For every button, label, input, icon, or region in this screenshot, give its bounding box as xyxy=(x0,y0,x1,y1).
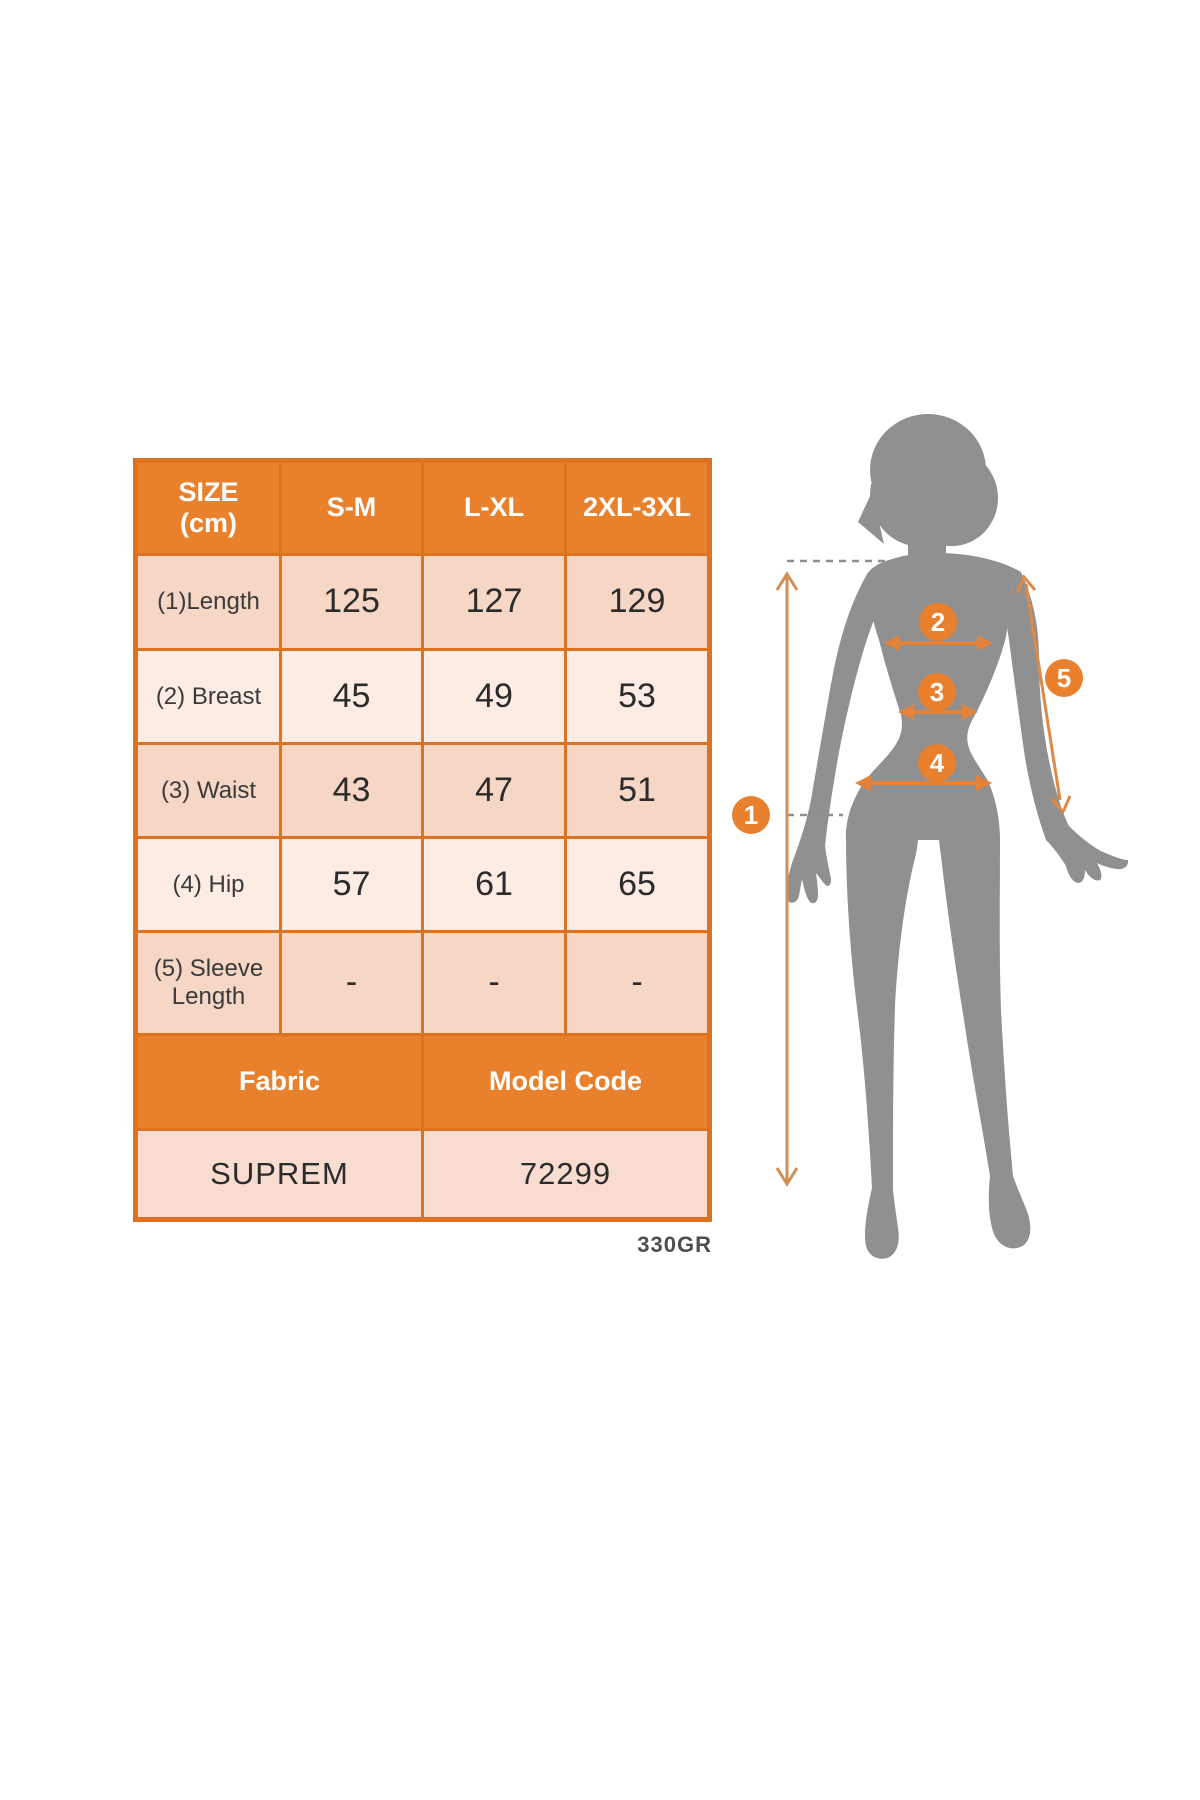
row-label-hip: (4) Hip xyxy=(138,839,279,930)
waist-arrow xyxy=(898,704,978,720)
fabric-value: SUPREM xyxy=(138,1131,421,1217)
measurement-marker-5: 5 xyxy=(1045,659,1083,697)
marker-1-number: 1 xyxy=(743,799,759,830)
corner-unit-label: (cm) xyxy=(179,508,237,538)
body-silhouette xyxy=(785,414,1129,1259)
breast-sm: 45 xyxy=(282,651,421,742)
sleeve-arrow xyxy=(1015,574,1072,815)
column-header-2xl3xl: 2XL-3XL xyxy=(567,463,707,553)
marker-5-number: 5 xyxy=(1056,662,1072,693)
length-sm: 125 xyxy=(282,556,421,648)
row-label-breast: (2) Breast xyxy=(138,651,279,742)
row-label-waist: (3) Waist xyxy=(138,745,279,836)
hip-arrow xyxy=(855,775,992,791)
hip-lxl: 61 xyxy=(424,839,564,930)
measurement-marker-2: 2 xyxy=(919,603,957,641)
weight-note: 330GR xyxy=(637,1232,712,1257)
row-label-sleeve-length: (5) Sleeve Length xyxy=(138,933,279,1033)
hip-2xl3xl: 65 xyxy=(567,839,707,930)
measurement-marker-4: 4 xyxy=(918,744,956,782)
column-header-sm: S-M xyxy=(282,463,421,553)
fabric-header: Fabric xyxy=(138,1036,421,1128)
breast-lxl: 49 xyxy=(424,651,564,742)
measurement-marker-3: 3 xyxy=(918,673,956,711)
hip-sm: 57 xyxy=(282,839,421,930)
marker-3-number: 3 xyxy=(929,676,945,707)
row-label-length: (1)Length xyxy=(138,556,279,648)
length-2xl3xl: 129 xyxy=(567,556,707,648)
sleeve-lxl: - xyxy=(424,933,564,1033)
waist-2xl3xl: 51 xyxy=(567,745,707,836)
model-code-header: Model Code xyxy=(424,1036,707,1128)
length-lxl: 127 xyxy=(424,556,564,648)
sleeve-2xl3xl: - xyxy=(567,933,707,1033)
corner-size-label: SIZE xyxy=(178,476,239,507)
model-code-value: 72299 xyxy=(424,1131,707,1217)
breast-arrow xyxy=(884,635,993,651)
waist-lxl: 47 xyxy=(424,745,564,836)
measurement-marker-1: 1 xyxy=(732,796,770,834)
table-corner-header: SIZE (cm) xyxy=(138,463,279,553)
marker-4-number: 4 xyxy=(929,747,945,778)
breast-2xl3xl: 53 xyxy=(567,651,707,742)
waist-sm: 43 xyxy=(282,745,421,836)
length-arrow xyxy=(775,571,799,1187)
size-table: SIZE (cm) S-M L-XL 2XL-3XL (1)Length 125… xyxy=(133,458,712,1222)
sleeve-sm: - xyxy=(282,933,421,1033)
marker-2-number: 2 xyxy=(930,606,946,637)
column-header-lxl: L-XL xyxy=(424,463,564,553)
